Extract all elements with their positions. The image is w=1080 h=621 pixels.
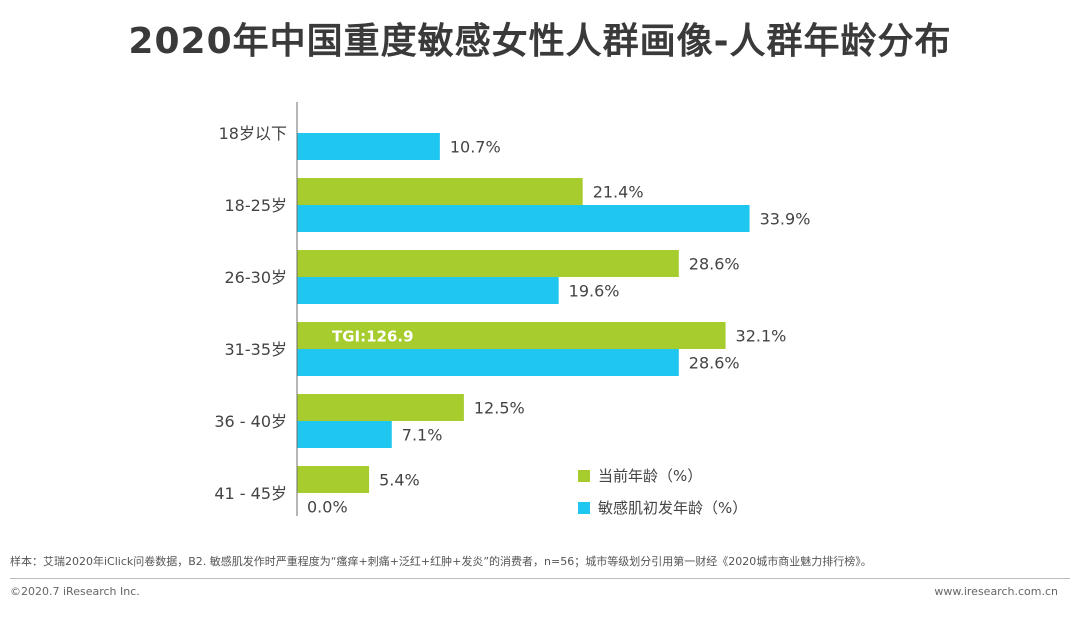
category-label: 26-30岁 <box>225 268 288 287</box>
bar-onset-age <box>297 205 750 232</box>
data-label: 19.6% <box>569 282 620 301</box>
legend-swatch-current-age <box>578 470 590 482</box>
bar-onset-age <box>297 133 440 160</box>
data-label: 10.7% <box>450 138 501 157</box>
bar-onset-age <box>297 277 559 304</box>
footer-divider <box>10 578 1070 579</box>
website-link[interactable]: www.iresearch.com.cn <box>934 585 1058 598</box>
bar-current-age <box>297 466 369 493</box>
data-label: 0.0% <box>307 498 348 517</box>
data-label: 28.6% <box>689 354 740 373</box>
legend: 当前年龄（%） 敏感肌初发年龄（%） <box>578 467 747 517</box>
bar-current-age <box>297 250 679 277</box>
legend-swatch-onset-age <box>578 502 590 514</box>
data-label: 12.5% <box>474 399 525 418</box>
bar-current-age <box>297 178 583 205</box>
category-label: 18-25岁 <box>225 196 288 215</box>
data-label: 33.9% <box>760 210 811 229</box>
bars-layer <box>297 133 750 493</box>
bar-chart: 18岁以下 10.7% 18-25岁 21.4% 33.9% 26-30岁 28.6% 19.… <box>0 0 1080 621</box>
legend-label: 敏感肌初发年龄（%） <box>598 499 747 517</box>
data-label: 5.4% <box>379 471 420 490</box>
data-label: 28.6% <box>689 255 740 274</box>
category-label: 36 - 40岁 <box>214 412 287 431</box>
legend-label: 当前年龄（%） <box>598 467 702 485</box>
source-footnote: 样本：艾瑞2020年iClick问卷数据，B2. 敏感肌发作时严重程度为“瘙痒+… <box>10 553 872 569</box>
data-label: 7.1% <box>402 426 443 445</box>
bar-current-age <box>297 394 464 421</box>
page: 2020年中国重度敏感女性人群画像-人群年龄分布 18岁以下 10.7% 18-25… <box>0 0 1080 621</box>
category-label: 31-35岁 <box>225 340 288 359</box>
bar-onset-age <box>297 349 679 376</box>
category-label: 41 - 45岁 <box>214 484 287 503</box>
bar-onset-age <box>297 421 392 448</box>
data-label: 21.4% <box>593 183 644 202</box>
data-label: 32.1% <box>736 327 787 346</box>
copyright: ©2020.7 iResearch Inc. <box>10 585 140 598</box>
category-label: 18岁以下 <box>219 124 287 143</box>
tgi-annotation: TGI:126.9 <box>332 328 414 346</box>
